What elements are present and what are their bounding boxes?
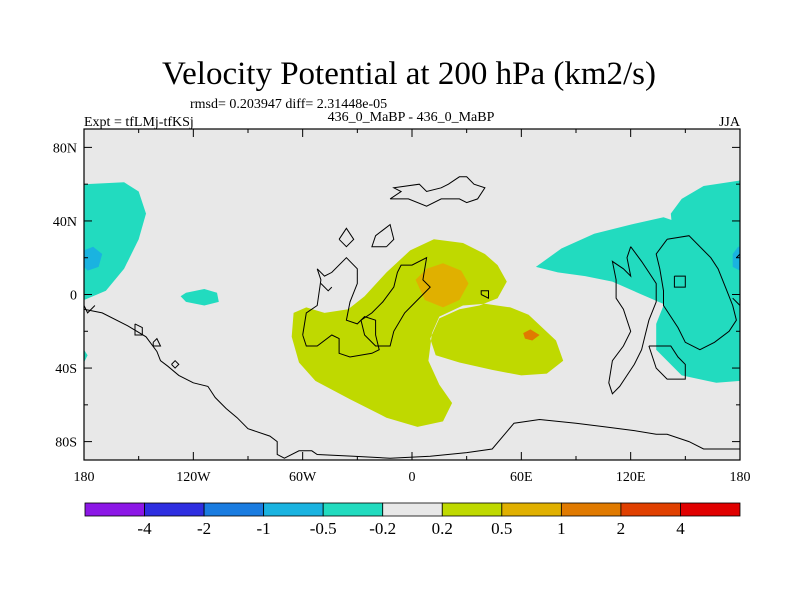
colorbar-label: -1 <box>257 519 271 538</box>
colorbar: -4 -2 -1 -0.5 -0.2 0.2 0.5 1 2 4 <box>84 502 741 538</box>
x-tick-label: 180 <box>730 470 751 485</box>
colorbar-label: 2 <box>617 519 626 538</box>
coastline-segment <box>84 305 96 314</box>
colorbar-label: 1 <box>557 519 566 538</box>
coastline-segment <box>171 359 180 369</box>
comparison-label: 436_0_MaBP - 436_0_MaBP <box>328 110 495 125</box>
colorbar-label: 0.5 <box>491 519 512 538</box>
y-tick-label: 0 <box>70 289 77 304</box>
coastline-segment <box>648 345 686 380</box>
colorbar-label: -0.2 <box>369 519 396 538</box>
colorbar-label: -4 <box>137 519 152 538</box>
coastline-segment <box>389 176 486 207</box>
stats-label: rmsd= 0.203947 diff= 2.31448e-05 <box>190 97 387 112</box>
colorbar-swatch <box>203 502 265 517</box>
colorbar-label: 0.2 <box>432 519 453 538</box>
coastline-segment <box>134 323 143 336</box>
x-tick-label: 0 <box>409 470 416 485</box>
x-tick-label: 120E <box>616 470 646 485</box>
coastline-segment <box>655 235 737 351</box>
contour-fill-layer <box>84 180 740 427</box>
colorbar-label: 4 <box>676 519 685 538</box>
coastline-segment <box>360 256 431 347</box>
x-tick-label: 180 <box>74 470 95 485</box>
x-tick-label: 60E <box>510 470 533 485</box>
coastline-segment <box>320 283 333 292</box>
x-tick-label: 120W <box>176 470 211 485</box>
contour-region-indian-ocean-positive-core <box>523 329 540 341</box>
colorbar-swatch <box>501 502 562 517</box>
x-axis: 180 120W 60W 0 60E 120E 180 <box>74 129 751 485</box>
contour-region-west-pacific-negative <box>656 180 740 383</box>
coastline-segment <box>480 290 489 300</box>
contour-region-africa-positive-core <box>415 263 469 308</box>
colorbar-swatch <box>441 502 503 517</box>
chart-title: Velocity Potential at 200 hPa (km2/s) <box>162 56 656 92</box>
colorbar-label: -2 <box>197 519 211 538</box>
colorbar-swatch <box>680 502 741 517</box>
y-tick-label: 80N <box>53 141 77 156</box>
colorbar-label: -0.5 <box>310 519 337 538</box>
colorbar-swatch <box>84 502 145 517</box>
contour-region-west-pacific-negative-core <box>732 246 740 271</box>
coastline-segment <box>608 246 657 395</box>
coastline-segment <box>371 223 395 248</box>
y-axis: 80N 40N 0 40S 80S <box>53 141 740 451</box>
colorbar-swatch <box>382 502 443 517</box>
coastline-layer <box>84 176 740 459</box>
coastline-segment <box>84 308 740 459</box>
y-tick-label: 80S <box>55 436 77 451</box>
y-tick-label: 40N <box>53 215 77 230</box>
contour-region-africa-positive <box>291 239 564 427</box>
coastline-segment <box>732 253 740 307</box>
contour-region-pacific-negative <box>84 182 146 300</box>
x-tick-label: 60W <box>289 470 317 485</box>
contour-region-pacific-negative-core <box>84 246 103 271</box>
colorbar-swatch <box>620 502 681 517</box>
coastline-segment <box>338 227 355 248</box>
season-label: JJA <box>719 115 741 130</box>
colorbar-swatch <box>560 502 622 517</box>
coastline-segment <box>302 256 380 358</box>
colorbar-swatch <box>144 502 205 517</box>
y-tick-label: 40S <box>55 362 77 377</box>
coastline-segment <box>673 275 686 288</box>
colorbar-swatch <box>263 502 324 517</box>
experiment-label: Expt = tfLMj-tfKSj <box>84 115 194 130</box>
coastline-segment <box>152 337 162 347</box>
contour-region-tropical-pacific-negative <box>180 289 219 306</box>
colorbar-swatch <box>322 502 384 517</box>
contour-region-south-pacific-negative <box>84 349 88 363</box>
